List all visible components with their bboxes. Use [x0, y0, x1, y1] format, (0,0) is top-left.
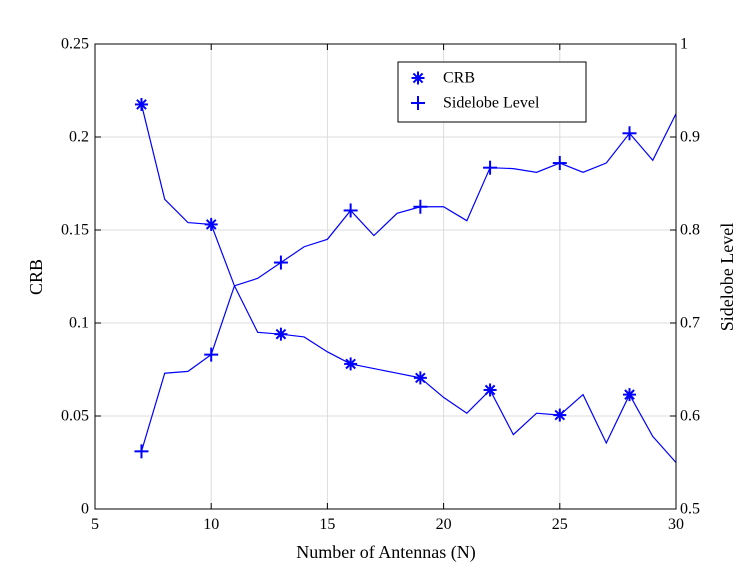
y2-axis-title: Sidelobe Level	[717, 223, 737, 331]
sidelobe-level-point	[622, 126, 637, 141]
x-tick-label: 5	[91, 516, 99, 533]
sidelobe-level-line	[140, 113, 677, 452]
asterisk-stroke	[136, 99, 147, 110]
crb-point	[134, 97, 148, 111]
asterisk-stroke	[205, 219, 217, 230]
grid	[95, 44, 676, 509]
sidelobe-level-point	[273, 255, 288, 270]
sidelobe-level-point	[343, 203, 358, 218]
x-tick-label: 30	[668, 516, 684, 533]
asterisk-stroke	[345, 358, 356, 370]
y2-tick-label: 0.7	[680, 315, 700, 332]
y-tick-label: 0	[81, 501, 89, 518]
y-tick-label: 0.25	[61, 36, 89, 53]
legend-plus	[411, 96, 425, 110]
asterisk-stroke	[412, 72, 424, 84]
legend-asterisk	[411, 71, 425, 85]
y-tick-label: 0.05	[61, 408, 89, 425]
x-tick-label: 25	[552, 516, 568, 533]
legend-sidelobe-marker	[411, 96, 425, 110]
axes: 5 10 15 20 25 30 0 0.05 0.1 0.15 0.2 0.25 0.5 0.6 0.7 0…	[61, 36, 700, 534]
y-tick-label: 0.15	[61, 222, 89, 239]
y-tick-label: 0.1	[69, 315, 89, 332]
y2-tick-label: 1	[680, 36, 688, 53]
crb-point	[344, 357, 358, 371]
crb-point	[553, 408, 567, 422]
legend-box	[397, 61, 587, 123]
x-axis-title: Number of Antennas (N)	[296, 542, 475, 563]
legend: CRB Sidelobe Level	[397, 61, 587, 123]
asterisk-stroke	[275, 328, 287, 340]
asterisk-stroke	[484, 384, 496, 396]
sidelobe-level-point	[134, 444, 149, 459]
asterisk-stroke	[415, 372, 426, 384]
y-tick-label: 0.2	[69, 129, 89, 146]
plot-frame	[94, 43, 677, 510]
legend-sidelobe-label: Sidelobe Level	[443, 95, 540, 112]
legend-crb-label: CRB	[443, 70, 475, 87]
y2-tick-label: 0.6	[680, 408, 700, 425]
x-tick-label: 20	[436, 516, 452, 533]
legend-crb-marker	[411, 71, 425, 85]
x-tick-label: 15	[319, 516, 335, 533]
x-tick-label: 10	[203, 516, 219, 533]
crb-point	[274, 327, 288, 341]
crb-point	[623, 388, 637, 402]
asterisk-stroke	[554, 409, 566, 421]
crb-point	[413, 371, 427, 385]
crb-point	[204, 217, 218, 231]
y2-tick-label: 0.9	[680, 129, 700, 146]
sidelobe-level-point	[413, 199, 428, 214]
sidelobe-level-point	[552, 156, 567, 171]
series-layer	[134, 97, 677, 463]
asterisk-stroke	[624, 389, 635, 400]
y2-tick-label: 0.8	[680, 222, 700, 239]
crb-line	[140, 104, 677, 463]
y2-tick-label: 0.5	[680, 501, 700, 518]
sidelobe-level-point	[204, 347, 219, 362]
crb-point	[483, 383, 497, 397]
sidelobe-level-point	[483, 160, 498, 175]
y-axis-title: CRB	[26, 259, 46, 295]
